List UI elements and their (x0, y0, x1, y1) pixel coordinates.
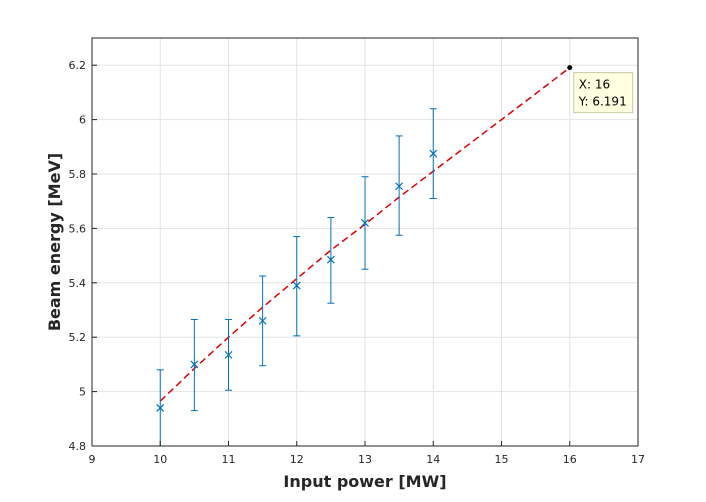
datatip[interactable]: X: 16 Y: 6.191 (567, 65, 634, 114)
x-tick-label: 11 (222, 453, 236, 466)
tick-layer: 9 10 11 12 13 14 15 16 17 4.8 5 5.2 5.4 5.6 5.8 6 6.2 (69, 59, 646, 466)
x-tick-label: 15 (495, 453, 509, 466)
datatip-box (573, 72, 634, 114)
x-tick-label: 14 (426, 453, 440, 466)
x-tick-label: 9 (89, 453, 96, 466)
x-tick-label: 16 (563, 453, 577, 466)
x-tick-label: 13 (358, 453, 372, 466)
marker-layer (156, 149, 438, 412)
y-tick-label: 4.8 (69, 440, 87, 453)
data-point-marker (429, 149, 438, 158)
data-point-marker (395, 182, 404, 191)
datatip-x-text: X: 16 (579, 78, 610, 92)
y-tick-label: 5.6 (69, 222, 87, 235)
data-point-marker (326, 255, 335, 264)
y-tick-label: 5.4 (69, 277, 87, 290)
x-tick-label: 17 (631, 453, 645, 466)
datatip-point (567, 65, 573, 71)
y-tick-label: 5 (79, 386, 86, 399)
x-tick-label: 12 (290, 453, 304, 466)
x-tick-label: 10 (153, 453, 167, 466)
data-point-marker (224, 350, 233, 359)
y-tick-label: 6 (79, 114, 86, 127)
data-point-marker (258, 316, 267, 325)
data-point-marker (292, 281, 301, 290)
y-tick-label: 5.2 (69, 331, 87, 344)
x-axis-label: Input power [MW] (283, 472, 446, 491)
datatip-y-text: Y: 6.191 (578, 95, 627, 109)
data-point-marker (361, 219, 369, 227)
y-tick-label: 6.2 (69, 59, 87, 72)
y-axis-label: Beam energy [MeV] (45, 153, 64, 331)
data-point-marker (156, 403, 165, 412)
data-point-marker (190, 360, 199, 369)
y-tick-label: 5.8 (69, 168, 87, 181)
